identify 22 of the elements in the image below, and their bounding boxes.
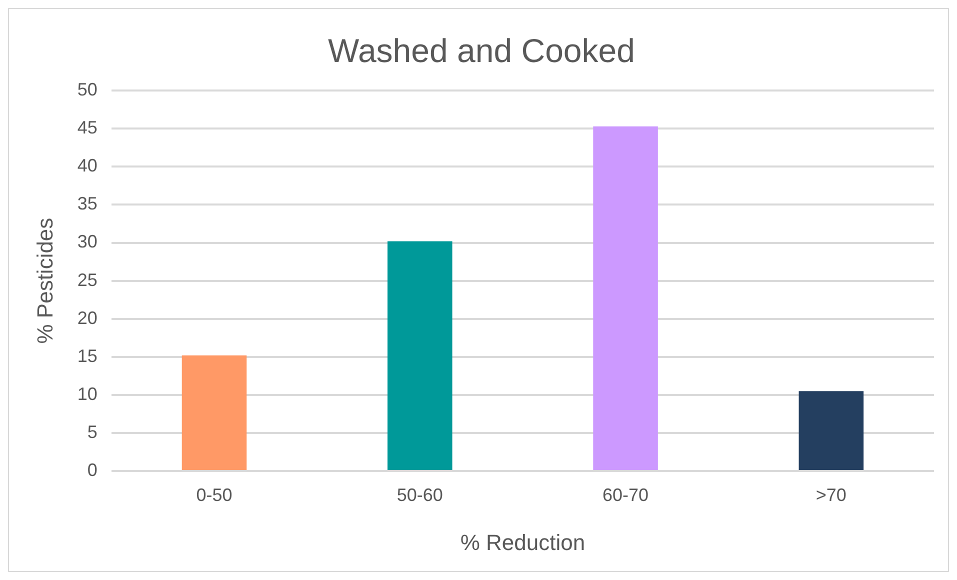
bar — [388, 241, 452, 470]
y-tick-label: 20 — [77, 308, 98, 328]
x-axis-title: % Reduction — [460, 530, 586, 555]
bar — [798, 391, 864, 470]
y-axis-title: % Pesticides — [32, 218, 58, 344]
y-tick-label: 50 — [77, 80, 98, 100]
x-tick-label: >70 — [816, 484, 846, 505]
y-tick-label: 30 — [77, 232, 98, 252]
chart-title: Washed and Cooked — [328, 32, 635, 69]
x-tick-label: 0-50 — [196, 484, 232, 505]
bar — [182, 355, 247, 470]
bar — [593, 126, 658, 470]
y-tick-label: 40 — [77, 156, 98, 176]
y-tick-label: 35 — [77, 194, 98, 214]
x-tick-label: 50-60 — [396, 484, 443, 505]
y-tick-label: 0 — [87, 460, 98, 480]
x-tick-label: 60-70 — [602, 484, 649, 505]
y-tick-label: 25 — [77, 270, 98, 290]
y-tick-label: 45 — [77, 118, 98, 138]
y-tick-label: 5 — [87, 422, 98, 442]
y-tick-label: 15 — [77, 346, 98, 366]
y-tick-label: 10 — [77, 384, 98, 404]
